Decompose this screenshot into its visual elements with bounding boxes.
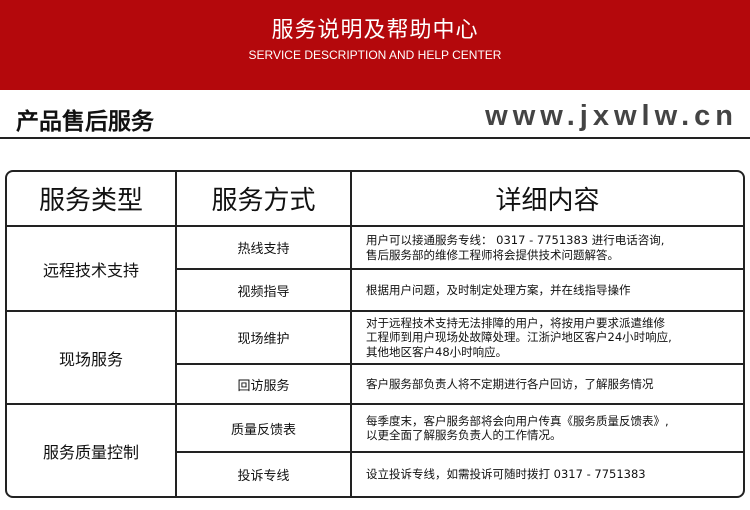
service-type-cell: 服务质量控制 (7, 405, 177, 496)
service-method-cell: 回访服务 (177, 365, 352, 405)
section-title: 产品售后服务 (16, 109, 154, 135)
detail-text: 设立投诉专线，如需投诉可随时拨打 0317 - 7751383 (366, 467, 646, 481)
header-banner: 服务说明及帮助中心 SERVICE DESCRIPTION AND HELP C… (0, 0, 750, 90)
detail-line: 设立投诉专线，如需投诉可随时拨打 0317 - 7751383 (366, 467, 646, 482)
service-detail-cell: 根据用户问题，及时制定处理方案，并在线指导操作 (352, 270, 743, 312)
service-detail-cell: 每季度末，客户服务部将会向用户传真《服务质量反馈表》, 以更全面了解服务负责人的工… (352, 405, 743, 453)
service-type-cell: 现场服务 (7, 312, 177, 405)
detail-line: 售后服务部的维修工程师将会提供技术问题解答。 (366, 247, 619, 262)
detail-line: 其他地区客户48小时响应。 (366, 344, 508, 359)
detail-line: 对于远程技术支持无法排障的用户，将按用户要求派遣维修 (366, 315, 665, 330)
service-method-cell: 质量反馈表 (177, 405, 352, 453)
detail-line: 客户服务部负责人将不定期进行各户回访，了解服务情况 (366, 376, 654, 391)
watermark: www.jxwlw.cn (485, 100, 738, 132)
service-type-cell: 远程技术支持 (7, 227, 177, 312)
header-type: 服务类型 (7, 172, 177, 227)
service-method-cell: 热线支持 (177, 227, 352, 270)
detail-text: 客户服务部负责人将不定期进行各户回访，了解服务情况 (366, 377, 654, 391)
detail-text: 用户可以接通服务专线： 0317 - 7751383 进行电话咨询, 售后服务部的… (366, 233, 664, 262)
service-method-cell: 现场维护 (177, 312, 352, 365)
detail-line: 以更全面了解服务负责人的工作情况。 (366, 428, 562, 442)
service-detail-cell: 对于远程技术支持无法排障的用户，将按用户要求派遣维修 工程师到用户现场处故障处理。… (352, 312, 743, 365)
detail-line: 用户可以接通服务专线： 0317 - 7751383 进行电话咨询, (366, 233, 665, 248)
detail-text: 根据用户问题，及时制定处理方案，并在线指导操作 (366, 283, 631, 297)
detail-line: 根据用户问题，及时制定处理方案，并在线指导操作 (366, 282, 631, 297)
service-table: 服务类型 服务方式 详细内容远程技术支持 热线支持 用户可以接通服务专线： 0317 -… (5, 170, 745, 498)
header-method: 服务方式 (177, 172, 352, 227)
detail-line: 每季度末，客户服务部将会向用户传真《服务质量反馈表》, (366, 413, 669, 428)
banner-subtitle: SERVICE DESCRIPTION AND HELP CENTER (248, 48, 502, 62)
service-method-cell: 视频指导 (177, 270, 352, 312)
banner-title: 服务说明及帮助中心 (271, 18, 479, 43)
detail-text: 对于远程技术支持无法排障的用户，将按用户要求派遣维修 工程师到用户现场处故障处理。… (366, 316, 672, 359)
detail-text: 每季度末，客户服务部将会向用户传真《服务质量反馈表》, 以更全面了解服务负责人的工… (366, 414, 669, 443)
divider (0, 137, 750, 139)
header-detail: 详细内容 (352, 172, 743, 227)
detail-line: 工程师到用户现场处故障处理。江浙沪地区客户24小时响应, (366, 330, 672, 345)
service-detail-cell: 客户服务部负责人将不定期进行各户回访，了解服务情况 (352, 365, 743, 405)
service-detail-cell: 设立投诉专线，如需投诉可随时拨打 0317 - 7751383 (352, 453, 743, 496)
service-method-cell: 投诉专线 (177, 453, 352, 496)
service-detail-cell: 用户可以接通服务专线： 0317 - 7751383 进行电话咨询, 售后服务部的… (352, 227, 743, 270)
